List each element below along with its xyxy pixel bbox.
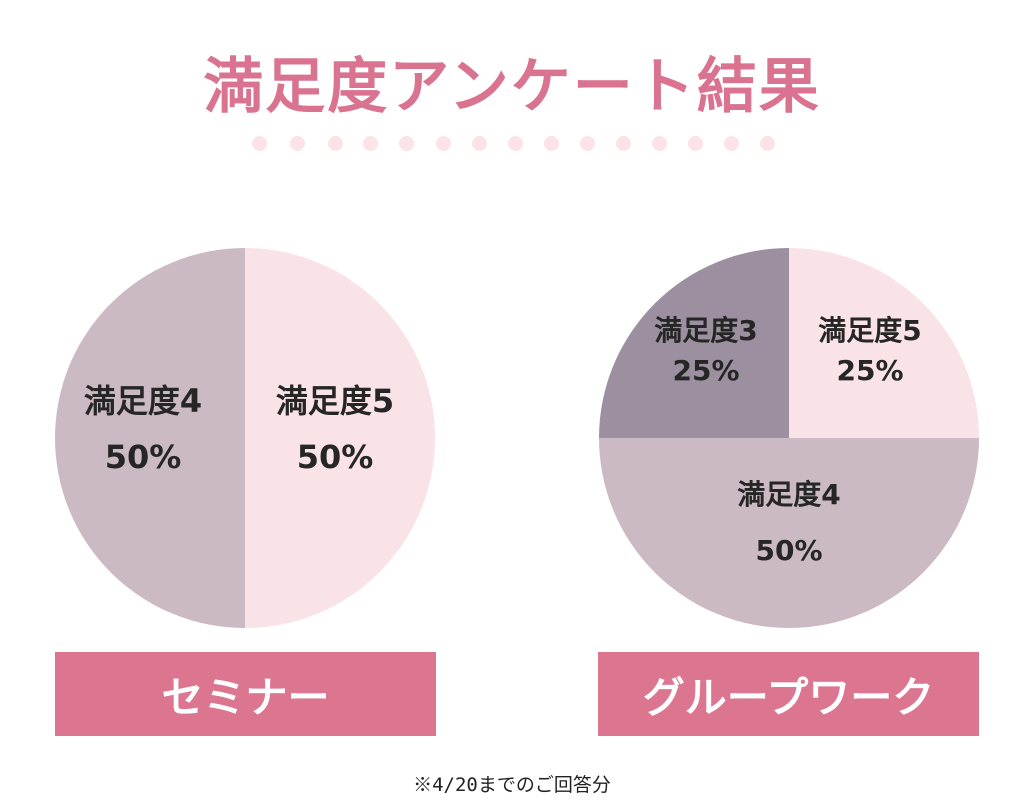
divider-dot bbox=[252, 136, 267, 151]
pie-chart-0: 満足度5 50% 満足度4 50% bbox=[55, 248, 435, 628]
slice-label: 満足度4 bbox=[737, 478, 840, 511]
divider-dot bbox=[290, 136, 305, 151]
divider-dot bbox=[580, 136, 595, 151]
slice-label: 満足度4 bbox=[84, 382, 202, 420]
title-dot-divider bbox=[252, 136, 776, 152]
divider-dot bbox=[436, 136, 451, 151]
divider-dot bbox=[328, 136, 343, 151]
divider-dot bbox=[652, 136, 667, 151]
divider-dot bbox=[724, 136, 739, 151]
divider-dot bbox=[399, 136, 414, 151]
pie-chart-1: 満足度5 25% 満足度4 50% 満足度3 25% bbox=[599, 248, 979, 628]
group-work-banner-label: グループワーク bbox=[642, 672, 935, 722]
slice-label: 満足度5 bbox=[818, 314, 921, 347]
divider-dot bbox=[472, 136, 487, 151]
pie-slice bbox=[245, 248, 435, 628]
pie-slice bbox=[789, 248, 979, 438]
seminar-banner-label: セミナー bbox=[161, 672, 330, 722]
pie-slice bbox=[599, 438, 979, 628]
slice-value-label: 50% bbox=[297, 438, 374, 476]
slice-label: 満足度5 bbox=[276, 382, 394, 420]
pie-slice bbox=[55, 248, 245, 628]
pie-slice bbox=[599, 248, 789, 438]
slice-value-label: 25% bbox=[836, 354, 903, 387]
divider-dot bbox=[688, 136, 703, 151]
slice-value-label: 25% bbox=[672, 354, 739, 387]
page-title: 満足度アンケート結果 bbox=[203, 52, 821, 122]
slice-value-label: 50% bbox=[755, 534, 822, 567]
divider-dot bbox=[363, 136, 378, 151]
footnote: ※4/20までのご回答分 bbox=[413, 774, 611, 796]
divider-dot bbox=[616, 136, 631, 151]
slice-label: 満足度3 bbox=[654, 314, 757, 347]
slice-value-label: 50% bbox=[105, 438, 182, 476]
divider-dot bbox=[544, 136, 559, 151]
divider-dot bbox=[760, 136, 775, 151]
seminar-banner: セミナー bbox=[55, 652, 436, 736]
divider-dot bbox=[508, 136, 523, 151]
group-work-banner: グループワーク bbox=[598, 652, 979, 736]
